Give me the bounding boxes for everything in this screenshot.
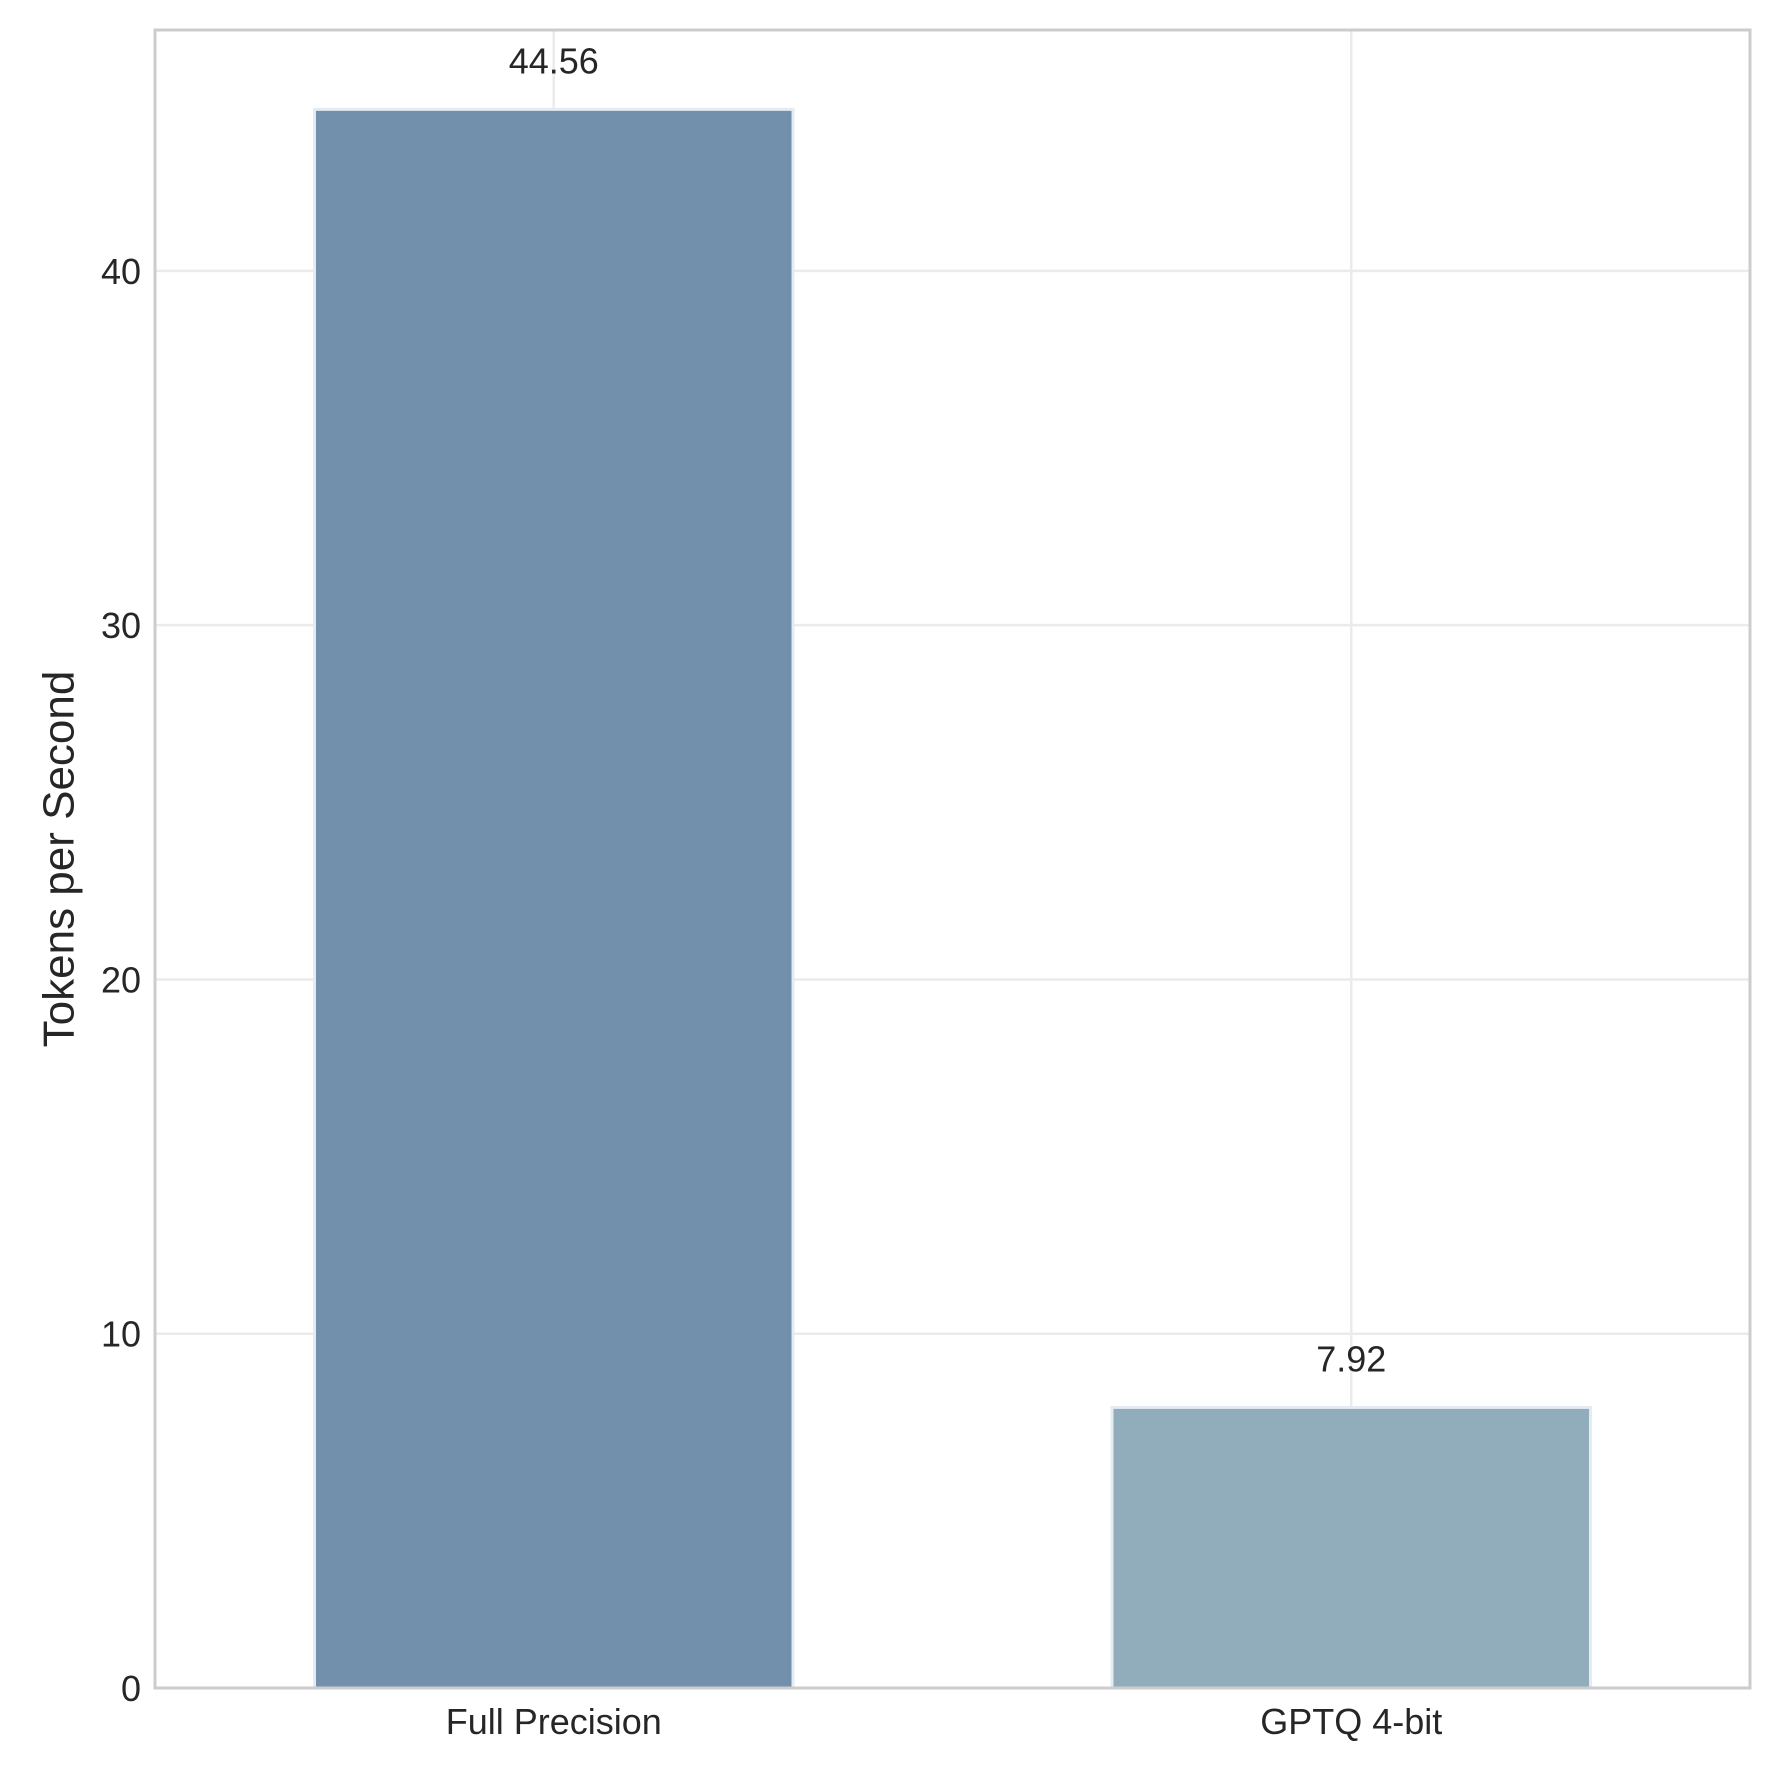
x-tick-label: Full Precision <box>446 1701 662 1742</box>
y-tick-label: 30 <box>101 605 141 646</box>
plot-frame <box>153 28 1752 1690</box>
y-axis-ticks: 0 10 20 30 40 <box>101 251 141 1709</box>
x-tick-label: GPTQ 4-bit <box>1260 1701 1442 1742</box>
value-label-0: 44.56 <box>509 40 599 81</box>
y-tick-label: 20 <box>101 959 141 1000</box>
bar-gptq-4-bit <box>1110 1405 1592 1690</box>
value-labels: 44.56 7.92 <box>509 40 1387 1379</box>
bars <box>313 107 1592 1690</box>
y-axis-title: Tokens per Second <box>35 671 84 1048</box>
y-tick-label: 10 <box>101 1314 141 1355</box>
y-tick-label: 0 <box>121 1668 141 1709</box>
x-axis-ticks: Full Precision GPTQ 4-bit <box>446 1701 1443 1742</box>
value-label-1: 7.92 <box>1316 1338 1386 1379</box>
y-tick-label: 40 <box>101 251 141 292</box>
bar-full-precision <box>313 107 795 1690</box>
